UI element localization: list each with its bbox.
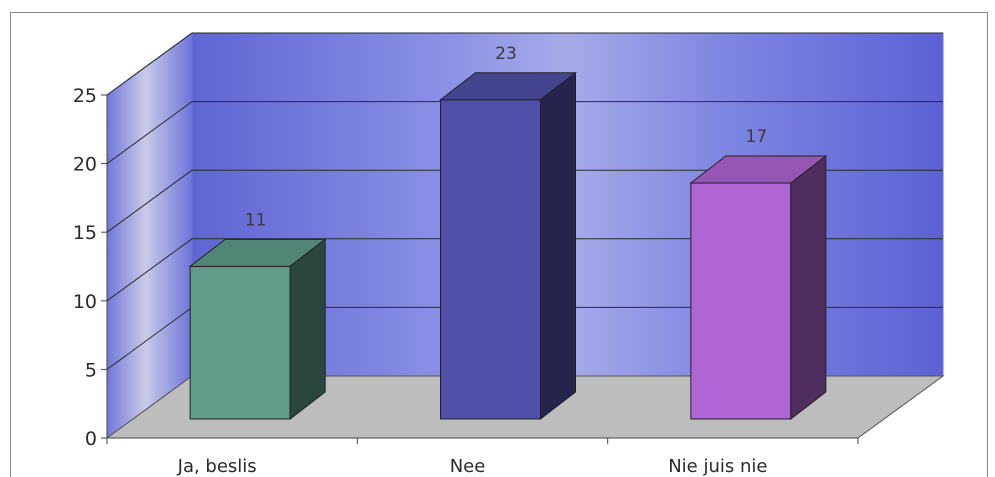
- y-tick-label: 15: [73, 222, 97, 244]
- data-label: 17: [746, 127, 768, 147]
- category-label: Nie juis nie: [668, 456, 767, 477]
- gridline-side: [106, 32, 193, 96]
- gridline-side: [106, 169, 193, 233]
- bar-front: [189, 265, 291, 420]
- y-tick-label: 20: [73, 154, 97, 176]
- data-label: 23: [495, 44, 517, 64]
- bar-front: [690, 182, 792, 420]
- bar: [188, 238, 327, 421]
- labels: 11 Ja, beslis 23 Nee 17 Nie juis nie: [177, 44, 768, 477]
- side-wall: [106, 32, 193, 439]
- y-tick-label: 10: [73, 291, 97, 313]
- bar-side: [540, 71, 576, 421]
- bar-side: [289, 238, 326, 421]
- gridline-side: [106, 306, 193, 370]
- bar: [689, 155, 828, 421]
- gridline-side: [106, 238, 193, 302]
- category-label: Nee: [450, 456, 486, 477]
- gridline-side: [106, 101, 193, 165]
- data-label: 11: [245, 210, 267, 230]
- bar-side: [790, 155, 827, 421]
- y-tick-label: 0: [85, 428, 97, 450]
- bar: [439, 71, 577, 421]
- category-label: Ja, beslis: [177, 456, 257, 477]
- y-axis: 0 5 10 15 20 25: [73, 85, 859, 450]
- y-tick-label: 5: [85, 359, 97, 381]
- bars: [188, 71, 828, 421]
- bar-front: [440, 99, 541, 420]
- y-tick-label: 25: [73, 85, 97, 107]
